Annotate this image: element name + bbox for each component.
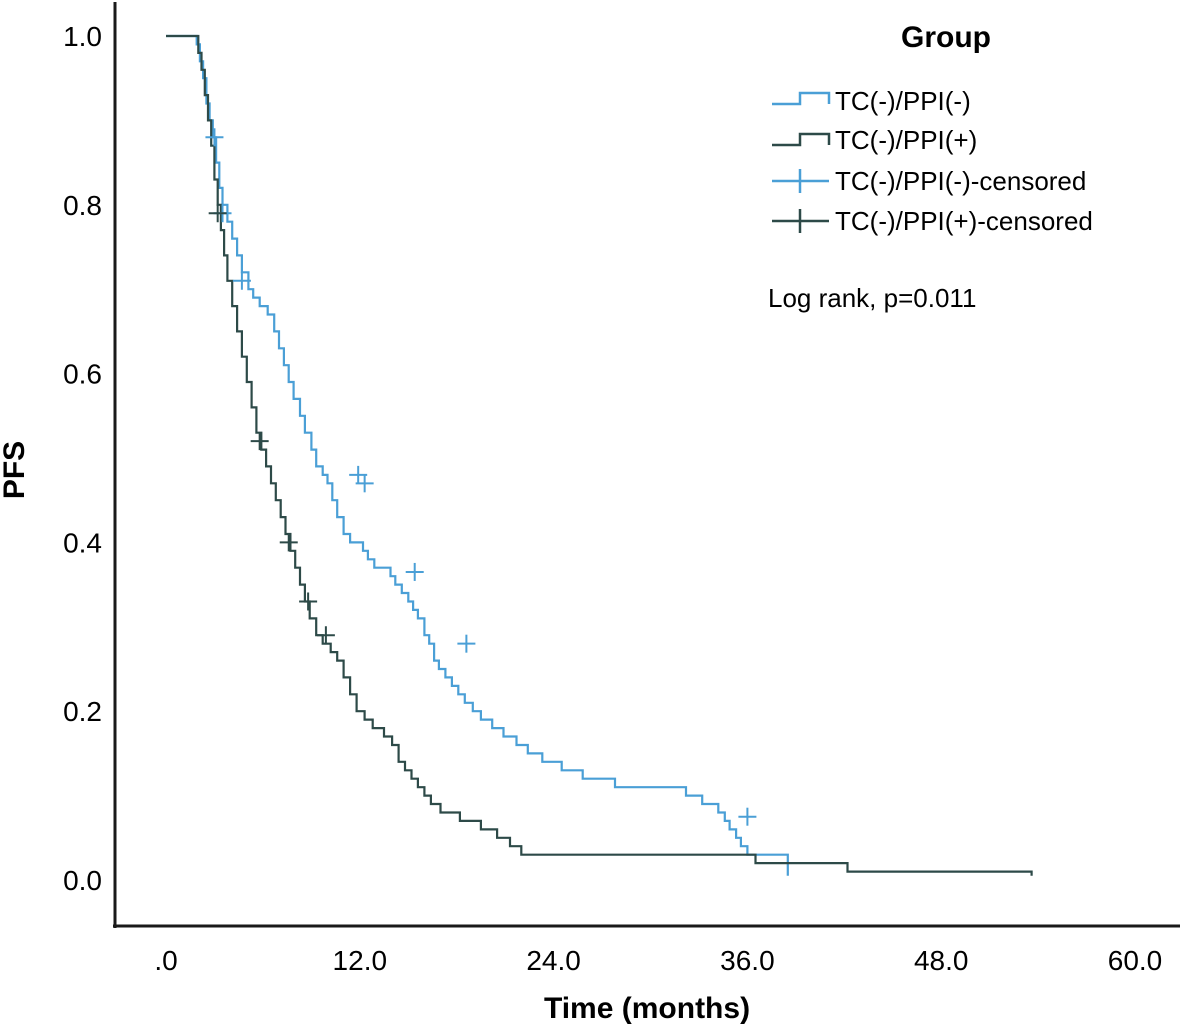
log-rank-annotation: Log rank, p=0.011 bbox=[768, 283, 976, 313]
x-axis-title: Time (months) bbox=[544, 992, 750, 1025]
y-tick-label: 1.0 bbox=[63, 21, 102, 52]
y-tick-label: 0.2 bbox=[63, 696, 102, 727]
censor-marks bbox=[205, 128, 757, 826]
censor-mark-ppi-neg bbox=[457, 634, 476, 653]
tick-labels: .0 12.0 24.0 36.0 48.0 60.0 0.0 0.2 0.4 0.6 0.8 1.0 bbox=[63, 21, 1162, 976]
legend-item-ppi-pos: TC(-)/PPI(+) bbox=[772, 125, 977, 155]
legend: Group TC(-)/PPI(-) TC(-)/PPI(+) TC(-)/PP… bbox=[772, 21, 1093, 236]
y-tick-label: 0.8 bbox=[63, 190, 102, 221]
censor-mark-ppi-pos bbox=[279, 533, 298, 552]
y-axis-title-group: PFS bbox=[0, 441, 31, 499]
legend-label-ppi-pos: TC(-)/PPI(+) bbox=[835, 125, 977, 155]
x-tick-label: 24.0 bbox=[526, 945, 581, 976]
legend-label-ppi-neg: TC(-)/PPI(-) bbox=[835, 86, 971, 116]
legend-swatch-ppi-neg bbox=[772, 91, 831, 106]
legend-swatch-ppi-pos bbox=[772, 132, 831, 147]
legend-item-ppi-neg-censored: TC(-)/PPI(-)-censored bbox=[772, 166, 1086, 196]
legend-item-ppi-neg: TC(-)/PPI(-) bbox=[772, 86, 971, 116]
legend-label-ppi-neg-censored: TC(-)/PPI(-)-censored bbox=[835, 166, 1086, 196]
censor-mark-ppi-neg bbox=[405, 562, 424, 581]
censor-mark-ppi-neg bbox=[355, 474, 374, 493]
y-tick-label: 0.4 bbox=[63, 527, 102, 558]
x-tick-label: 12.0 bbox=[333, 945, 388, 976]
censor-mark-ppi-pos bbox=[299, 592, 318, 611]
series-line-ppi-pos bbox=[166, 34, 1033, 876]
series-line-ppi-neg bbox=[166, 34, 789, 876]
x-tick-label: .0 bbox=[154, 945, 177, 976]
survival-curves bbox=[166, 34, 1033, 876]
censor-mark-ppi-pos bbox=[250, 432, 269, 451]
legend-label-ppi-pos-censored: TC(-)/PPI(+)-censored bbox=[835, 206, 1093, 236]
y-tick-label: 0.0 bbox=[63, 865, 102, 896]
x-tick-label: 60.0 bbox=[1108, 945, 1163, 976]
y-tick-label: 0.6 bbox=[63, 359, 102, 390]
x-tick-label: 48.0 bbox=[914, 945, 969, 976]
x-tick-label: 36.0 bbox=[720, 945, 775, 976]
censor-mark-ppi-neg bbox=[232, 271, 251, 290]
censor-mark-ppi-pos bbox=[316, 626, 335, 645]
legend-item-ppi-pos-censored: TC(-)/PPI(+)-censored bbox=[772, 206, 1093, 236]
censor-mark-ppi-neg bbox=[205, 128, 224, 147]
y-axis-title: PFS bbox=[0, 441, 31, 499]
legend-title: Group bbox=[901, 21, 991, 54]
censor-mark-ppi-pos bbox=[208, 204, 227, 223]
censor-mark-ppi-neg bbox=[738, 807, 757, 826]
